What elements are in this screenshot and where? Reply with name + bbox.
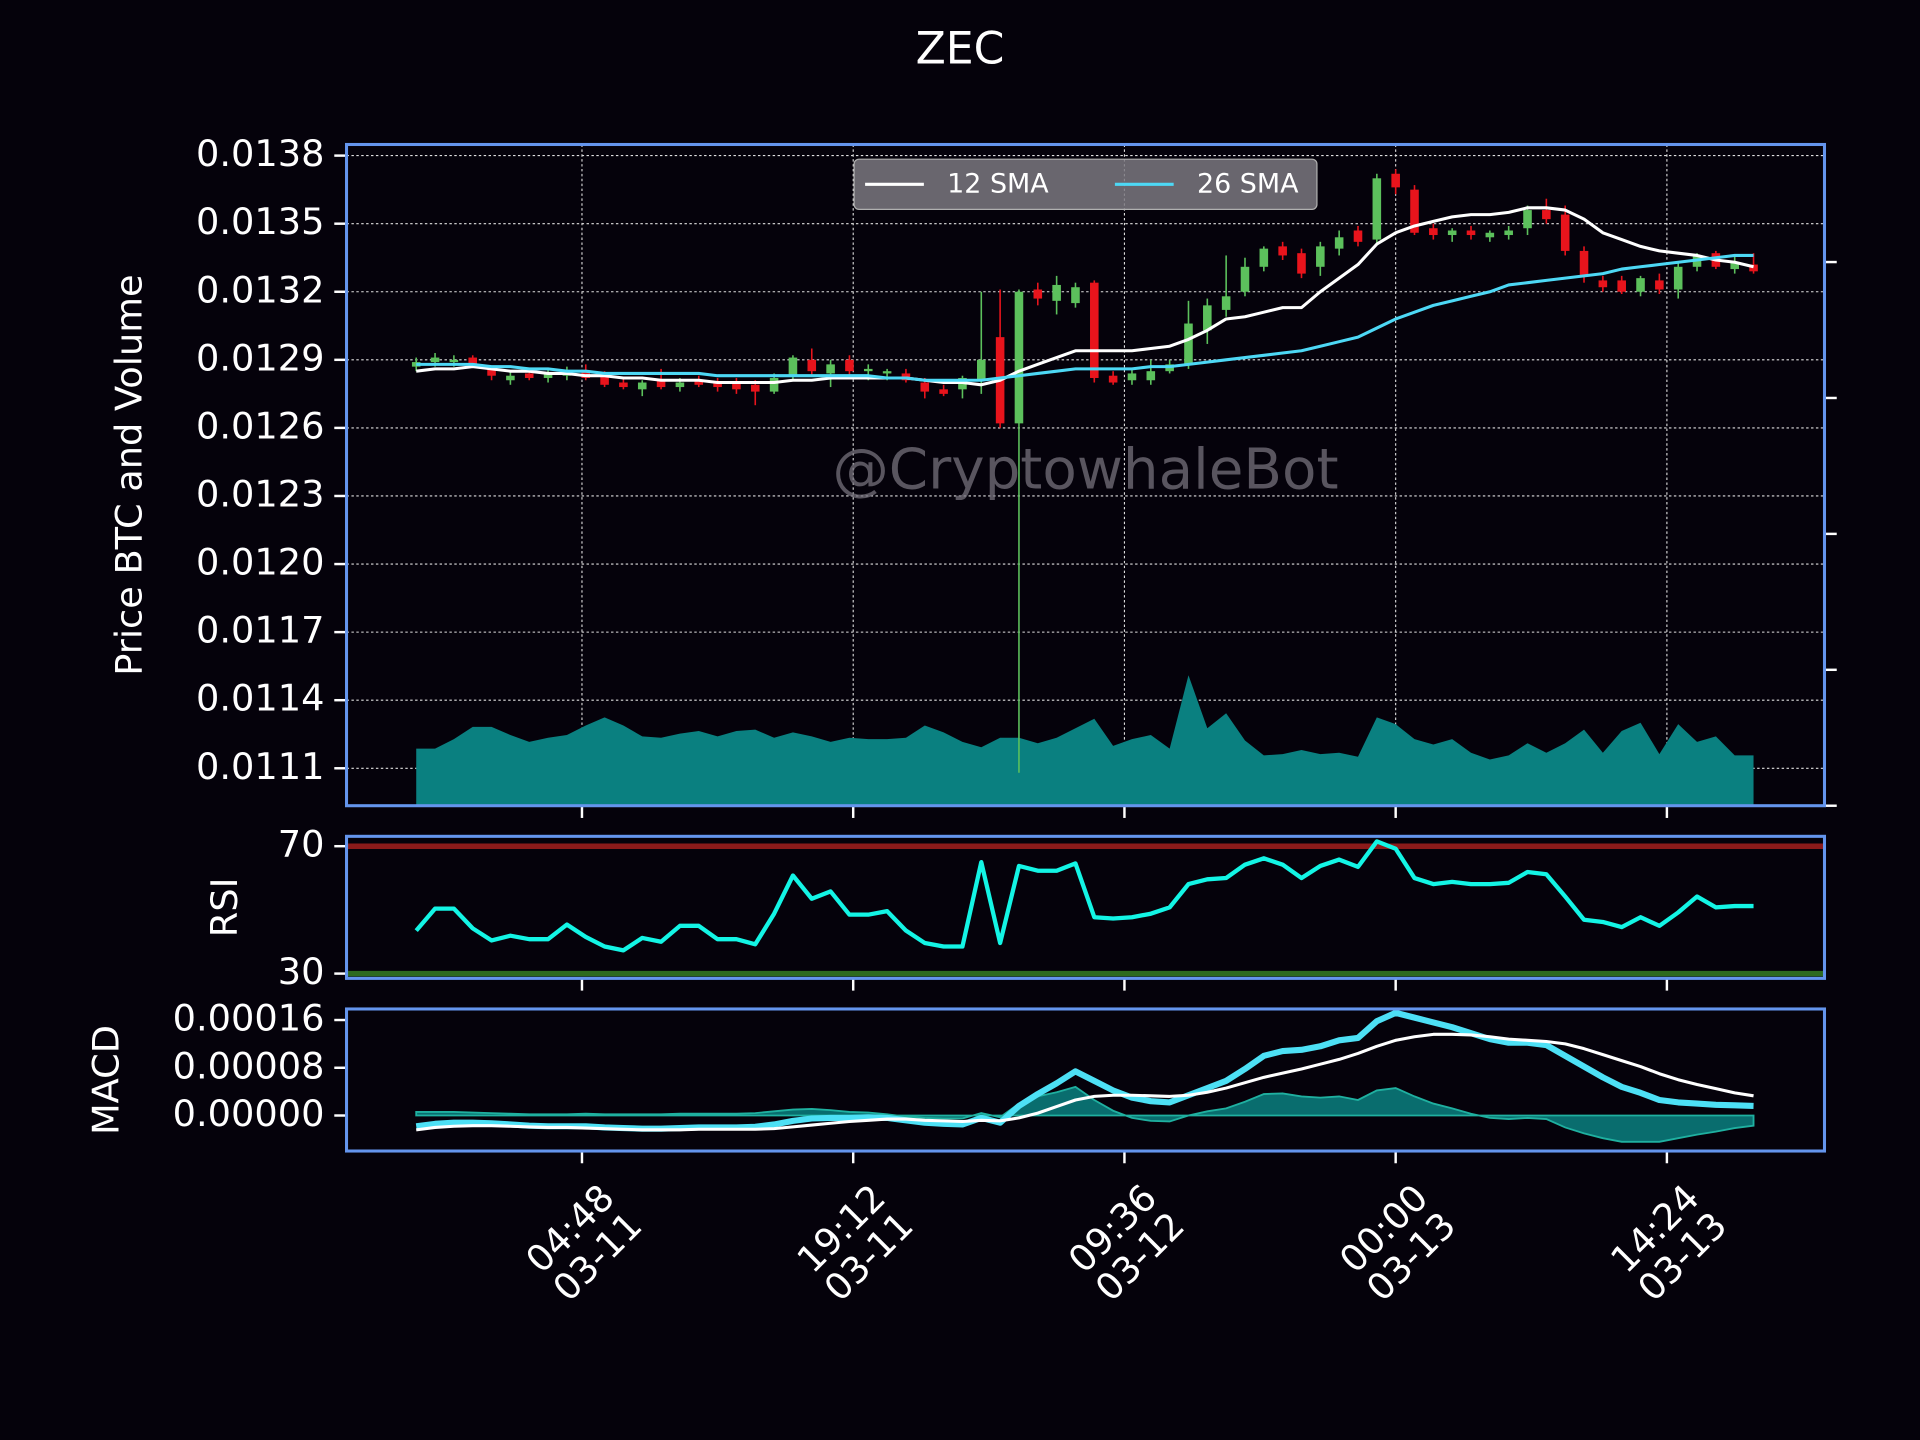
candle-body [1598,280,1608,288]
y-axis-label: Price BTC and Volume [108,274,151,675]
candle-body [1353,230,1363,242]
candle-body [1410,189,1419,233]
axes-frame [345,1007,1827,1153]
candle-body [600,375,609,385]
axes-frame [345,142,1827,808]
candle-body [1146,371,1156,381]
candle-body [788,357,798,376]
candle-body [1673,266,1683,290]
candle-body [977,359,986,381]
candle-body [1203,305,1212,331]
y-tick-label: 70 [278,823,325,866]
y-tick-label: 0.0135 [196,200,324,243]
candle-body [619,382,628,388]
indicator-line [414,839,1754,953]
candle-body [524,373,534,378]
y-tick-label: 0.00016 [173,997,325,1040]
candle-body [1730,262,1739,270]
y-tick-label: 0.0117 [196,609,324,652]
candle-body [1485,232,1495,238]
y-tick-label: 0.0129 [196,336,324,379]
candle-body [487,368,496,376]
candle-body [1523,210,1532,229]
legend-box [853,158,1318,210]
candle-body [656,380,666,388]
y-axis-label: MACD [84,1025,127,1135]
candle-body [807,359,817,372]
candle-body [1655,280,1664,290]
candle-body [1504,230,1513,236]
candle-body [1560,214,1570,251]
candle-body [1127,373,1137,381]
candle-body [1052,284,1061,301]
y-tick-label: 0.0120 [196,541,324,584]
candle-body [1033,289,1043,299]
candle-body [430,357,440,363]
candle-body [468,357,478,365]
legend-label: 12 SMA [947,168,1049,199]
candle-body [826,364,835,374]
candle-body [1334,237,1344,249]
candle-body [449,359,459,363]
candle-body [1429,228,1438,236]
y-tick-label: 0.0132 [196,268,324,311]
candle-body [920,382,930,392]
candle-body [1297,253,1306,274]
candle-body [769,377,779,392]
candle-body [1184,323,1193,365]
y-tick-label: 0.00000 [173,1092,325,1135]
y-tick-label: 0.00008 [173,1044,325,1087]
candle-body [1221,296,1231,310]
candle-body [543,373,553,378]
candle-body [1372,178,1382,240]
candle-body [1636,278,1645,292]
watermark: @CryptowhaleBot [832,437,1338,502]
candle-body [694,380,704,385]
candle-body [1071,287,1080,304]
legend-label: 26 SMA [1197,168,1299,199]
y-tick-label: 0.0123 [196,472,324,515]
candle-body [675,382,685,388]
candle-body [1259,248,1269,267]
candle-body [713,382,722,388]
candle-body [845,359,854,372]
candle-body [637,382,647,390]
candle-body [1466,230,1476,236]
candle-body [882,371,892,374]
indicator-line [416,1032,1754,1132]
sma-line [416,206,1754,387]
candle-body [1542,210,1551,220]
candle-body [863,368,873,372]
candle-body [1108,375,1118,383]
candle-body [1240,266,1250,292]
candle-body [1090,282,1099,378]
legend: 12 SMA 26 SMA [853,158,1318,210]
y-tick-label: 0.0111 [196,745,324,788]
y-tick-label: 30 [278,950,325,993]
volume-area [416,675,1754,806]
candle-body [1579,250,1589,276]
candle-body [750,384,760,392]
candle-body [1447,230,1457,236]
y-tick-label: 0.0138 [196,132,324,175]
candle-body [732,382,741,390]
candle-body [1316,246,1325,267]
candle-body [1749,264,1758,272]
chart-title: ZEC [916,23,1005,74]
candle-body [1278,246,1287,256]
candle-body [1391,173,1400,188]
y-tick-label: 0.0114 [196,677,324,720]
candle-body [1617,280,1626,292]
candle-body [506,375,515,381]
axes-frame [345,834,1827,980]
sma-line [416,253,1754,382]
candle-body [1014,291,1024,424]
y-tick-label: 0.0126 [196,404,324,447]
y-axis-label: RSI [203,878,246,938]
histogram-area [415,1085,1755,1143]
candle-body [939,389,948,394]
